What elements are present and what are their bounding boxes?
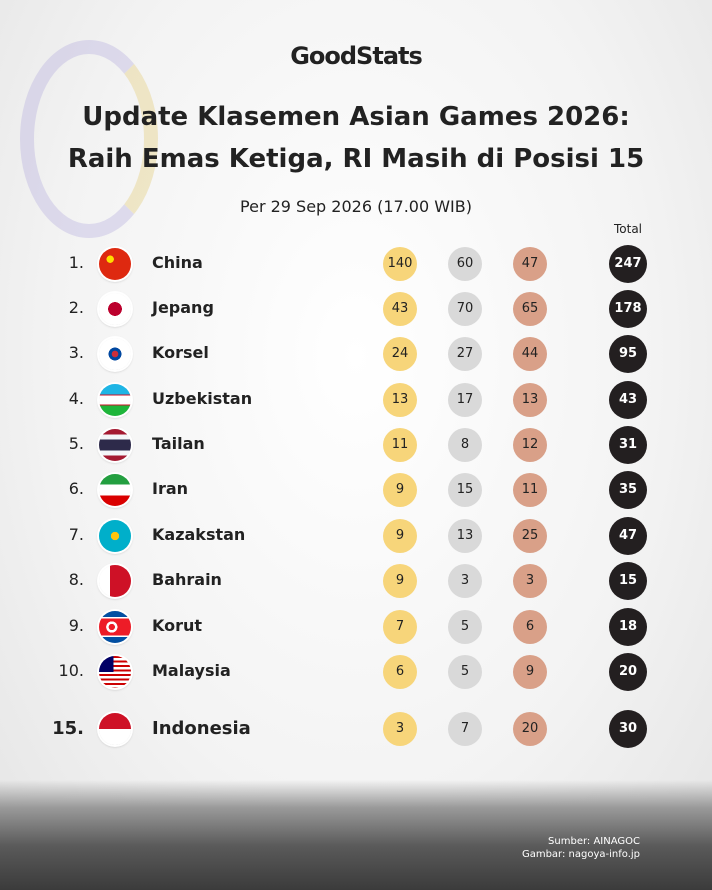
flag [99,248,131,280]
bronze-count: 11 [513,473,547,507]
bronze-count: 47 [513,247,547,281]
total-count: 47 [609,517,647,555]
country-name: Korut [152,616,203,635]
bronze-count: 9 [513,655,547,689]
total-count: 43 [609,381,647,419]
rank: 15. [52,718,84,739]
flag [99,474,131,506]
flag [99,293,131,325]
country-name: Indonesia [152,718,251,739]
rank: 10. [58,661,84,680]
total-count: 31 [609,426,647,464]
gold-count: 3 [383,712,417,746]
gold-count: 7 [383,610,417,644]
silver-count: 7 [448,712,482,746]
total-count: 30 [609,710,647,748]
bronze-count: 65 [513,292,547,326]
rank: 7. [68,525,84,544]
title: Raih Emas Ketiga, RI Masih di Posisi 15 [67,144,645,174]
bronze-count: 12 [513,428,547,462]
silver-count: 70 [448,292,482,326]
flag [99,611,131,643]
gold-count: 9 [383,564,417,598]
rank: 6. [68,479,84,498]
total-count: 95 [609,335,647,373]
flag [99,338,131,370]
country-name: Kazakstan [152,525,246,544]
country-name: Tailan [152,434,205,453]
silver-count: 15 [448,473,482,507]
gold-count: 43 [383,292,417,326]
silver-count: 5 [448,610,482,644]
total-count: 35 [609,471,647,509]
source: Sumber: AINAGOC [548,836,640,847]
rank: 3. [68,343,84,362]
silver-count: 27 [448,337,482,371]
rank: 2. [68,298,84,317]
rank: 8. [68,570,84,589]
total-count: 20 [609,653,647,691]
country-name: Malaysia [152,661,231,680]
silver-count: 5 [448,655,482,689]
flag [99,713,131,745]
background-photo [0,780,712,890]
image-credit: Gambar: nagoya-info.jp [521,849,640,860]
bronze-count: 3 [513,564,547,598]
gold-count: 9 [383,519,417,553]
bronze-count: 13 [513,383,547,417]
flag [99,429,131,461]
flag [99,520,131,552]
total-count: 247 [609,245,647,283]
silver-count: 8 [448,428,482,462]
flag [99,565,131,597]
total-count: 178 [609,290,647,328]
bronze-count: 6 [513,610,547,644]
gold-count: 140 [383,247,417,281]
rank: 1. [68,253,84,272]
flag [99,384,131,416]
bronze-count: 44 [513,337,547,371]
country-name: Korsel [152,343,209,362]
country-name: Bahrain [152,570,222,589]
country-name: Iran [152,479,189,498]
rank: 9. [68,616,84,635]
gold-count: 24 [383,337,417,371]
brand-logo: GoodStats [290,42,423,70]
gold-count: 6 [383,655,417,689]
silver-count: 13 [448,519,482,553]
total-count: 18 [609,608,647,646]
country-name: Uzbekistan [152,389,253,408]
total-count: 15 [609,562,647,600]
bronze-count: 25 [513,519,547,553]
gold-count: 13 [383,383,417,417]
flag [99,656,131,688]
gold-count: 9 [383,473,417,507]
subtitle: Per 29 Sep 2026 (17.00 WIB) [240,197,472,216]
silver-count: 17 [448,383,482,417]
rank: 5. [68,434,84,453]
country-name: China [152,253,203,272]
country-name: Jepang [152,298,214,317]
silver-count: 60 [448,247,482,281]
title: Update Klasemen Asian Games 2026: [82,102,630,132]
silver-count: 3 [448,564,482,598]
gold-count: 11 [383,428,417,462]
column-header: Total [613,222,643,236]
rank: 4. [68,389,84,408]
bronze-count: 20 [513,712,547,746]
